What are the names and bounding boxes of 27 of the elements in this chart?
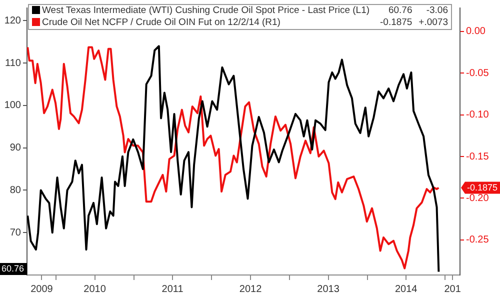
y2-tick-label: -0.20 bbox=[466, 192, 490, 204]
y-tick-label: 100 bbox=[4, 100, 22, 112]
y-tick-label: 70 bbox=[10, 227, 22, 238]
y-tick-label: 90 bbox=[10, 142, 22, 154]
legend-label: West Texas Intermediate (WTI) Cushing Crude Oil Spot Price - Last Price (L1) bbox=[41, 4, 371, 17]
annotation: 60.76 bbox=[387, 4, 414, 17]
annotation: -0.1875 bbox=[379, 17, 414, 30]
x-tick-label: 2010 bbox=[84, 284, 106, 295]
y2-tick-label: -0.15 bbox=[466, 151, 490, 162]
text: -0.1875 bbox=[467, 182, 498, 192]
y-tick-label: 110 bbox=[5, 58, 22, 69]
x-tick-label: 201 bbox=[444, 284, 462, 295]
annotation: +.0073 bbox=[418, 17, 449, 30]
x-tick-label: 2013 bbox=[317, 284, 340, 295]
y-tick-label: 120 bbox=[4, 15, 22, 26]
x-tick-label: 2011 bbox=[162, 284, 184, 295]
annotation: -3.06 bbox=[425, 4, 449, 17]
legend-label: Crude Oil Net NCFP / Crude Oil OIN Fut on 12/2/14 (R1) bbox=[41, 17, 282, 30]
y2-tick-label: 0.00 bbox=[466, 26, 486, 38]
y2-tick-label: -0.10 bbox=[466, 110, 490, 121]
y2-tick-label: -0.05 bbox=[466, 68, 490, 79]
x-tick-label: 2009 bbox=[30, 284, 54, 295]
x-tick-label: 2014 bbox=[394, 284, 418, 295]
y2-tick-label: -0.25 bbox=[466, 234, 490, 246]
text: 60.76 bbox=[1, 263, 24, 274]
x-tick-label: 2012 bbox=[239, 284, 262, 295]
y-tick-label: 80 bbox=[10, 184, 22, 196]
